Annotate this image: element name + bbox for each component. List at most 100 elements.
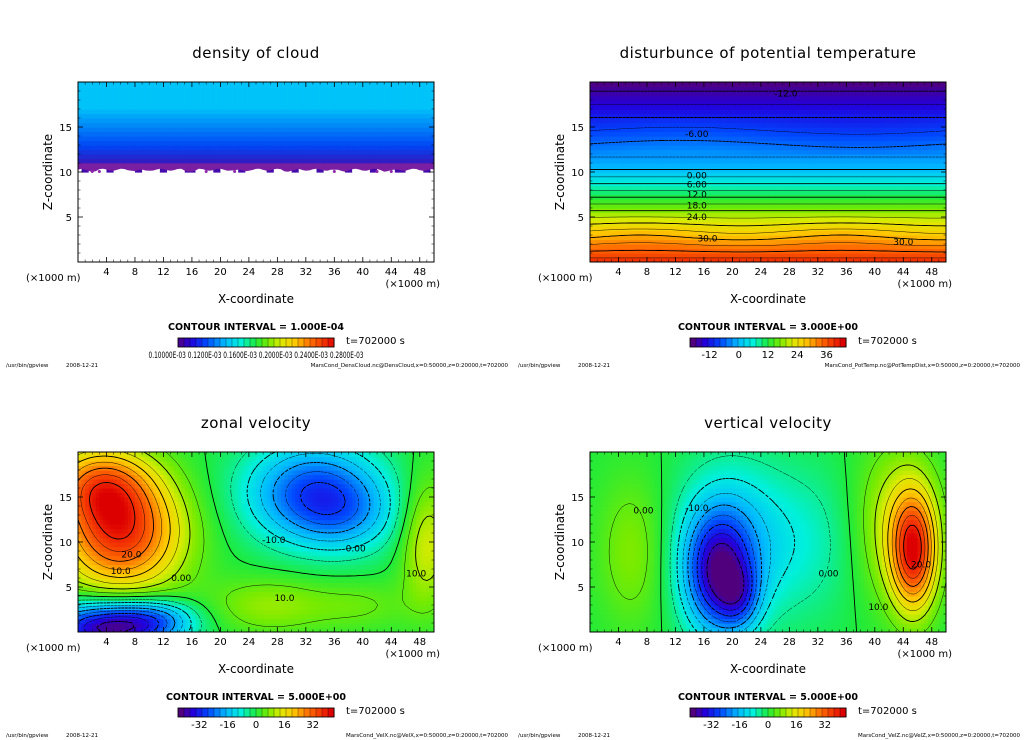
heatmap-cell	[323, 253, 328, 259]
heatmap-cell	[416, 230, 421, 236]
heatmap-cell	[291, 145, 296, 151]
heatmap-cell	[377, 217, 382, 223]
heatmap-cell	[256, 199, 261, 205]
heatmap-cell	[273, 82, 278, 88]
heatmap-cell	[369, 140, 375, 146]
heatmap-cell	[355, 185, 360, 191]
heatmap-cell	[714, 235, 719, 241]
heatmap-cell	[391, 100, 396, 106]
heatmap-cell	[142, 199, 147, 205]
heatmap-cell	[803, 257, 808, 262]
heatmap-cell	[142, 140, 147, 146]
heatmap-cell	[191, 181, 197, 187]
contour-interval: CONTOUR INTERVAL = 1.000E-04	[168, 322, 344, 333]
heatmap-cell	[216, 86, 221, 92]
heatmap-cell	[377, 158, 382, 164]
heatmap-cell	[170, 185, 175, 191]
heatmap-cell	[206, 235, 211, 241]
heatmap-cell	[394, 91, 399, 97]
heatmap-cell	[241, 248, 246, 254]
heatmap-cell	[423, 185, 428, 191]
heatmap-cell	[199, 185, 204, 191]
heatmap-cell	[323, 154, 328, 160]
heatmap-cell	[259, 104, 264, 110]
heatmap-cell	[426, 140, 432, 146]
heatmap-cell	[423, 190, 428, 196]
heatmap-cell	[223, 221, 229, 227]
heatmap-cell	[270, 149, 275, 155]
heatmap-cell	[167, 149, 172, 155]
heatmap-cell	[291, 127, 296, 133]
heatmap-cell	[174, 239, 179, 245]
heatmap-cell	[259, 167, 264, 173]
heatmap-cell	[85, 226, 90, 232]
heatmap-cell	[220, 212, 225, 218]
heatmap-cell	[305, 212, 310, 218]
heatmap-cell	[174, 113, 179, 119]
heatmap-cell	[320, 199, 325, 205]
heatmap-cell	[252, 118, 257, 124]
heatmap-cell	[878, 253, 883, 259]
heatmap-cell	[302, 176, 307, 182]
heatmap-cell	[113, 91, 118, 97]
heatmap-cell	[216, 140, 221, 146]
heatmap-cell	[775, 226, 780, 232]
heatmap-cell	[409, 221, 414, 227]
heatmap-cell	[348, 230, 353, 236]
heatmap-cell	[355, 172, 360, 178]
heatmap-cell	[409, 167, 414, 173]
heatmap-cell	[295, 190, 300, 196]
heatmap-cell	[312, 253, 318, 259]
heatmap-cell	[138, 154, 143, 160]
heatmap-cell	[330, 154, 335, 160]
heatmap-cell	[931, 257, 936, 262]
heatmap-cell	[341, 154, 346, 160]
heatmap-cell	[312, 158, 318, 164]
heatmap-cell	[142, 100, 147, 106]
heatmap-cell	[259, 158, 264, 164]
heatmap-cell	[110, 212, 115, 218]
heatmap-cell	[312, 91, 318, 97]
heatmap-cell	[252, 203, 257, 209]
heatmap-cell	[284, 154, 289, 160]
heatmap-cell	[284, 100, 289, 106]
heatmap-cell	[92, 194, 97, 200]
heatmap-cell	[807, 253, 812, 259]
heatmap-cell	[167, 199, 172, 205]
heatmap-cell	[305, 86, 310, 92]
heatmap-cell	[405, 100, 410, 106]
heatmap-cell	[95, 176, 100, 182]
heatmap-cell	[305, 176, 310, 182]
heatmap-cell	[302, 235, 307, 241]
heatmap-cell	[857, 257, 862, 262]
heatmap-cell	[248, 82, 254, 88]
heatmap-cell	[785, 257, 790, 262]
heatmap-cell	[149, 86, 154, 92]
heatmap-cell	[277, 190, 282, 196]
heatmap-cell	[800, 253, 805, 259]
heatmap-cell	[377, 127, 382, 133]
heatmap-cell	[138, 230, 143, 236]
heatmap-cell	[152, 221, 157, 227]
heatmap-cell	[849, 239, 855, 245]
heatmap-cell	[263, 230, 268, 236]
heatmap-cell	[337, 136, 343, 142]
heatmap-cell	[298, 122, 303, 128]
heatmap-cell	[711, 244, 716, 250]
heatmap-cell	[305, 95, 310, 101]
heatmap-cell	[213, 248, 218, 254]
heatmap-cell	[256, 149, 261, 155]
heatmap-cell	[238, 176, 243, 182]
heatmap-cell	[334, 190, 339, 196]
heatmap-cell	[156, 190, 161, 196]
heatmap-cell	[266, 235, 271, 241]
heatmap-cell	[327, 257, 332, 262]
heatmap-cell	[206, 109, 211, 115]
heatmap-cell	[288, 104, 293, 110]
heatmap-cell	[259, 122, 264, 128]
heatmap-cell	[184, 181, 189, 187]
heatmap-cell	[252, 226, 257, 232]
heatmap-cell	[334, 131, 339, 137]
heatmap-cell	[426, 203, 432, 209]
heatmap-cell	[295, 167, 300, 173]
